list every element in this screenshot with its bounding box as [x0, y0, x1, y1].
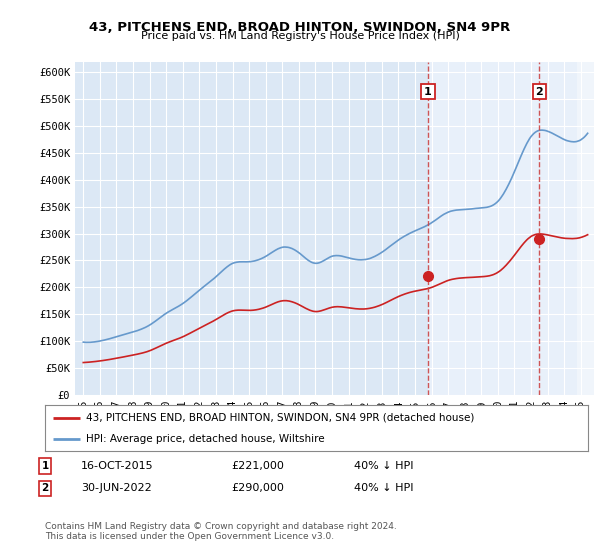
Text: 43, PITCHENS END, BROAD HINTON, SWINDON, SN4 9PR: 43, PITCHENS END, BROAD HINTON, SWINDON,… — [89, 21, 511, 34]
Text: 16-OCT-2015: 16-OCT-2015 — [81, 461, 154, 471]
Text: HPI: Average price, detached house, Wiltshire: HPI: Average price, detached house, Wilt… — [86, 435, 325, 444]
Text: Price paid vs. HM Land Registry's House Price Index (HPI): Price paid vs. HM Land Registry's House … — [140, 31, 460, 41]
Text: 40% ↓ HPI: 40% ↓ HPI — [354, 461, 413, 471]
Text: £221,000: £221,000 — [231, 461, 284, 471]
Text: 40% ↓ HPI: 40% ↓ HPI — [354, 483, 413, 493]
Bar — [577, 62, 594, 395]
Text: Contains HM Land Registry data © Crown copyright and database right 2024.
This d: Contains HM Land Registry data © Crown c… — [45, 522, 397, 542]
Text: 2: 2 — [41, 483, 49, 493]
Text: £290,000: £290,000 — [231, 483, 284, 493]
Text: 1: 1 — [424, 87, 432, 96]
Text: 30-JUN-2022: 30-JUN-2022 — [81, 483, 152, 493]
Text: 43, PITCHENS END, BROAD HINTON, SWINDON, SN4 9PR (detached house): 43, PITCHENS END, BROAD HINTON, SWINDON,… — [86, 413, 474, 423]
Text: 2: 2 — [535, 87, 543, 96]
Bar — [428, 62, 594, 395]
Text: 1: 1 — [41, 461, 49, 471]
